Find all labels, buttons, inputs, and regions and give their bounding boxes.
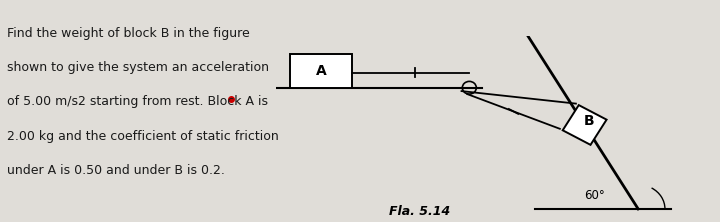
Text: B: B: [583, 114, 594, 128]
Text: under A is 0.50 and under B is 0.2.: under A is 0.50 and under B is 0.2.: [7, 164, 225, 177]
Polygon shape: [563, 105, 606, 145]
Bar: [290, 54, 352, 88]
Text: 2.00 kg and the coefficient of static friction: 2.00 kg and the coefficient of static fr…: [7, 130, 279, 143]
Text: of 5.00 m/s2 starting from rest. Block A is: of 5.00 m/s2 starting from rest. Block A…: [7, 95, 268, 109]
Text: 60°: 60°: [585, 189, 606, 202]
Text: A: A: [315, 64, 326, 78]
Text: Find the weight of block B in the figure: Find the weight of block B in the figure: [7, 27, 250, 40]
Text: Fla. 5.14: Fla. 5.14: [390, 205, 451, 218]
Text: shown to give the system an acceleration: shown to give the system an acceleration: [7, 61, 269, 74]
